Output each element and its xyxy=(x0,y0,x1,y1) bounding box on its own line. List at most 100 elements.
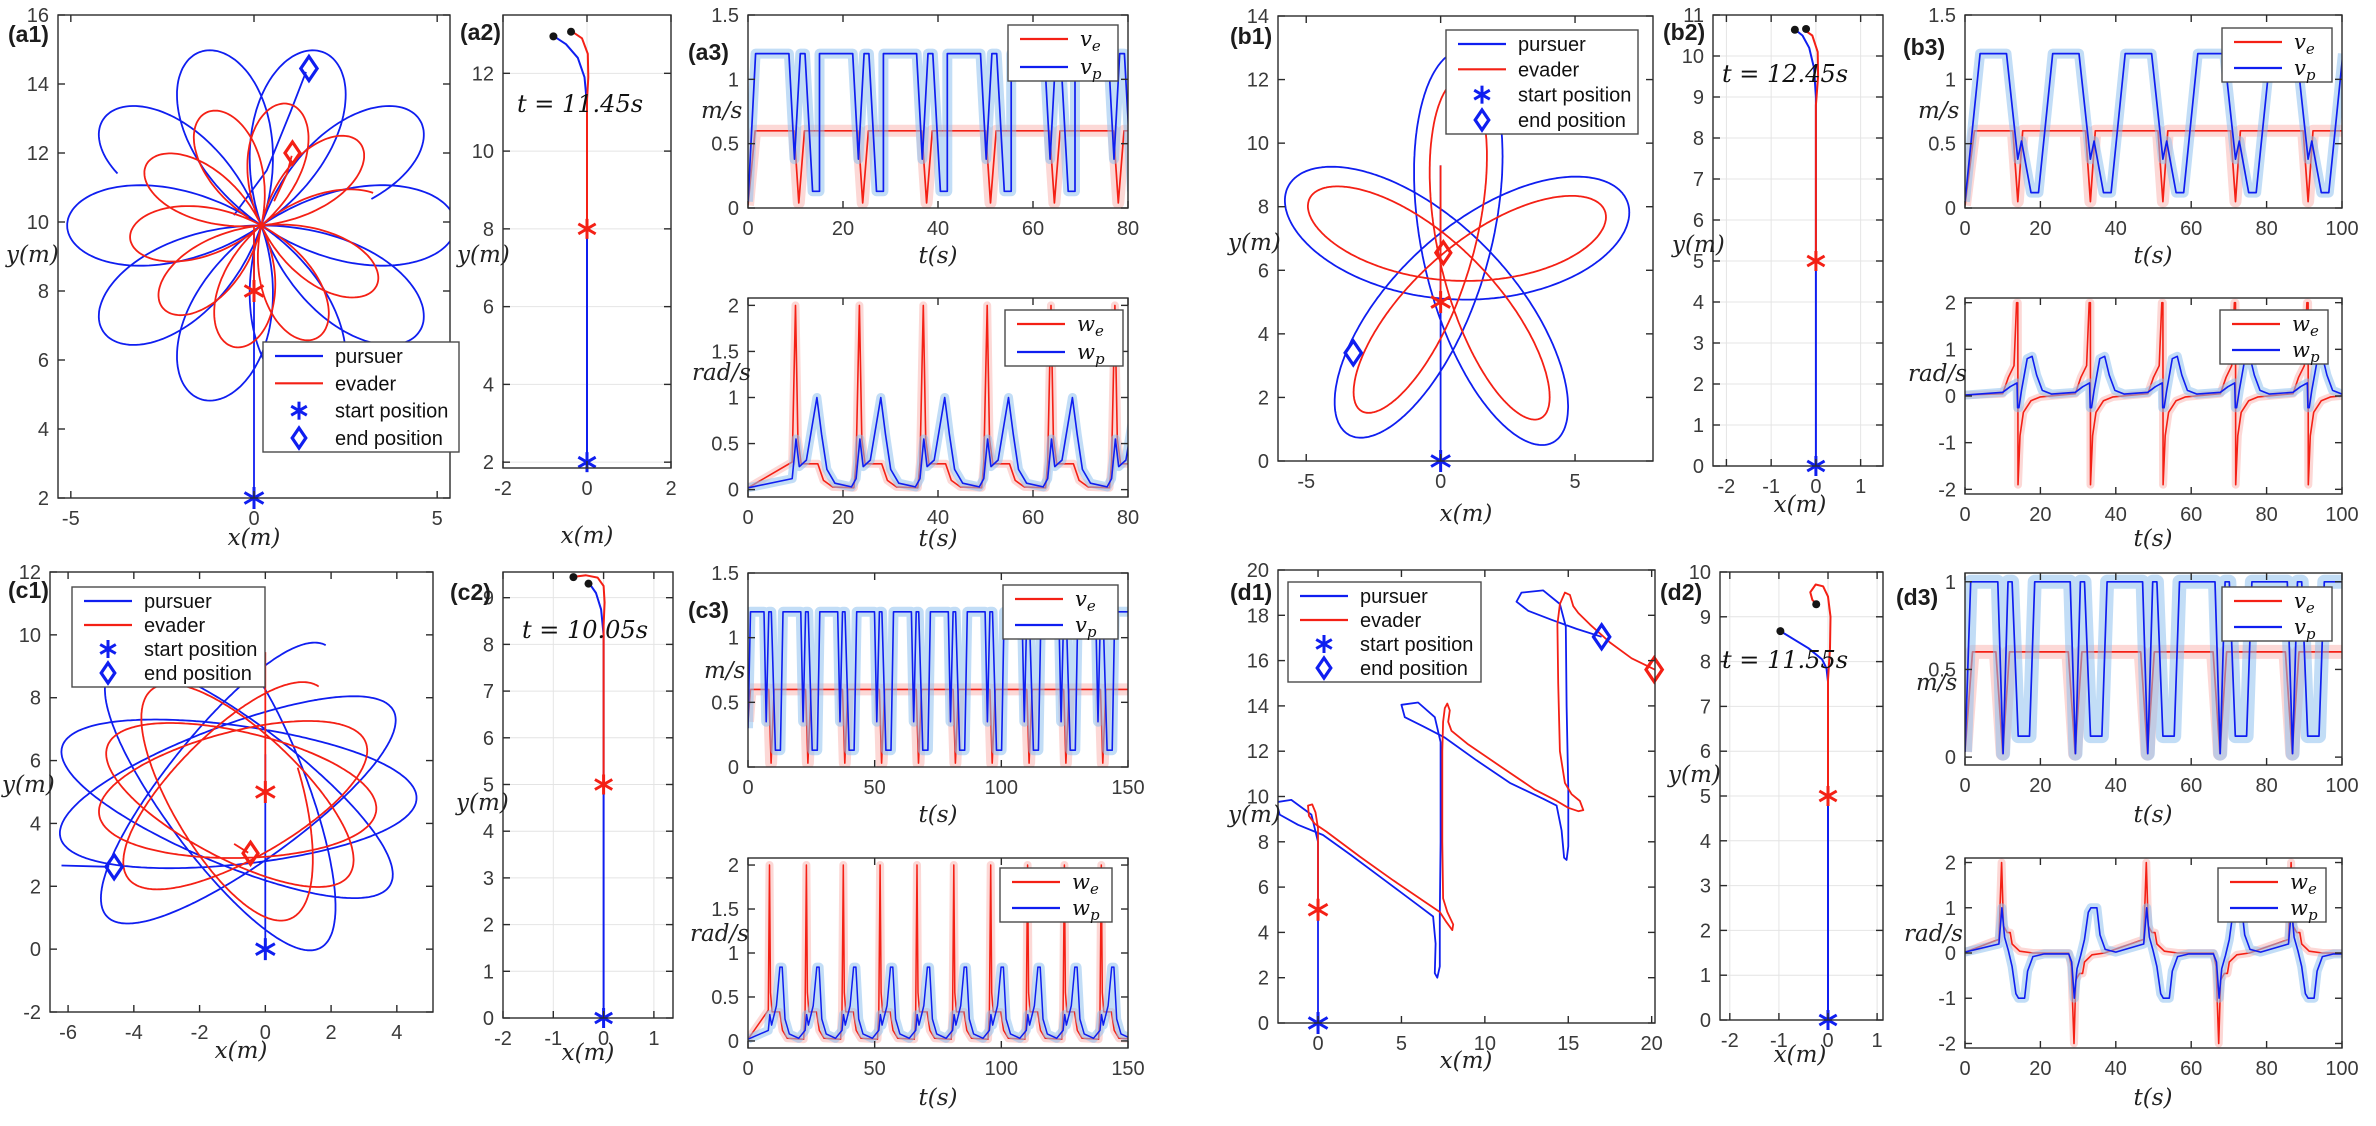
time-annotation: t = 11.45s xyxy=(517,90,643,118)
start-position-marker xyxy=(1806,251,1826,271)
legend-label: end position xyxy=(144,663,252,685)
y-tick-label: 8 xyxy=(38,281,49,303)
legend-diamond-swatch xyxy=(1315,655,1333,681)
x-tick-label: 150 xyxy=(1111,777,1144,799)
x-tick-label: 0 xyxy=(742,777,753,799)
y-tick-label: 10 xyxy=(1247,133,1269,155)
asterisk-arm xyxy=(255,942,276,956)
y-tick-label: 16 xyxy=(1247,651,1269,673)
y-axis-label: y(m) xyxy=(1671,232,1725,258)
series-evader xyxy=(1809,583,1832,796)
y-tick-label: 7 xyxy=(483,681,494,703)
x-tick-label: 60 xyxy=(1022,507,1044,529)
y-tick-label: 1 xyxy=(1700,965,1711,987)
asterisk-arm xyxy=(1430,295,1451,309)
x-tick-label: 20 xyxy=(2029,1058,2051,1080)
y-tick-label: 8 xyxy=(1258,197,1269,219)
x-tick-label: 0 xyxy=(1435,471,1446,493)
y-axis-label: y(m) xyxy=(455,790,509,816)
y-tick-label: -2 xyxy=(23,1002,41,1024)
legend-diamond-swatch xyxy=(290,425,308,451)
y-tick-label: 1 xyxy=(728,943,739,965)
ticks: -2 0 2 2 4 6 8 10 12 xyxy=(472,15,677,500)
x-tick-label: 100 xyxy=(2325,218,2358,240)
x-axis-label: t(s) xyxy=(919,526,958,552)
legend-item: start position xyxy=(290,401,448,423)
axes-box xyxy=(502,571,674,1019)
legend-item: start position xyxy=(99,639,257,661)
x-axis-label: t(s) xyxy=(919,802,958,828)
series-group xyxy=(1965,574,2342,761)
y-tick-label: 1 xyxy=(728,69,739,91)
legend-box xyxy=(999,867,1113,923)
asterisk-arm xyxy=(594,778,614,791)
x-tick-label: 80 xyxy=(2255,775,2277,797)
legend-item: end position xyxy=(1473,107,1626,133)
x-tick-label: 0 xyxy=(1822,1030,1833,1052)
legend-box xyxy=(2221,586,2333,642)
y-tick-label: 10 xyxy=(472,141,494,163)
x-tick-label: 80 xyxy=(1117,507,1139,529)
y-tick-label: 7 xyxy=(1693,169,1704,191)
y-tick-label: 0 xyxy=(1700,1010,1711,1032)
series-group xyxy=(1278,589,1655,1023)
asterisk-arm xyxy=(1315,638,1333,650)
y-tick-label: 9 xyxy=(483,588,494,610)
series-evader xyxy=(574,574,606,785)
robot-tip-dot xyxy=(1790,25,1799,34)
y-tick-label: 1 xyxy=(1945,339,1956,361)
asterisk-arm xyxy=(243,284,265,298)
axes-background xyxy=(1713,15,1883,466)
asterisk-arm xyxy=(1307,902,1329,917)
robot-tip-dot xyxy=(549,32,558,41)
y-tick-label: 3 xyxy=(1700,876,1711,898)
y-tick-label: 0 xyxy=(728,480,739,502)
ticks: -5 0 5 2 4 6 8 10 12 14 16 xyxy=(27,5,450,530)
y-tick-label: 14 xyxy=(27,74,49,96)
y-tick-label: 0.5 xyxy=(1928,659,1956,681)
x-tick-label: 40 xyxy=(927,218,949,240)
asterisk-arm xyxy=(1818,789,1838,803)
y-tick-label: 11 xyxy=(1683,5,1704,27)
y-tick-label: 6 xyxy=(38,350,49,372)
x-tick-label: 80 xyxy=(2255,504,2277,526)
y-tick-label: 0.5 xyxy=(711,134,739,156)
y-tick-label: 10 xyxy=(19,625,41,647)
legend-label: start position xyxy=(1360,634,1473,656)
y-tick-label: 6 xyxy=(483,297,494,319)
x-axis-label: x(m) xyxy=(1774,1042,1827,1068)
x-tick-label: 40 xyxy=(927,507,949,529)
series-evader xyxy=(571,30,590,229)
start-position-marker xyxy=(243,280,265,302)
x-tick-label: 50 xyxy=(864,1058,886,1080)
legend-item: wp xyxy=(1012,896,1100,924)
x-tick-label: 0 xyxy=(1959,775,1970,797)
x-tick-label: 60 xyxy=(2180,1058,2202,1080)
y-tick-label: 2 xyxy=(1693,374,1704,396)
x-tick-label: 60 xyxy=(1022,218,1044,240)
y-axis-label: y(m) xyxy=(456,242,510,268)
x-tick-label: -4 xyxy=(125,1022,143,1044)
legend-box xyxy=(1007,24,1119,82)
series-evader xyxy=(1804,29,1820,261)
legend-asterisk-swatch xyxy=(290,401,308,420)
y-tick-label: 1.5 xyxy=(711,341,739,363)
x-tick-label: 50 xyxy=(864,777,886,799)
y-tick-label: 0 xyxy=(728,198,739,220)
y-tick-label: 7 xyxy=(1700,696,1711,718)
y-tick-label: 4 xyxy=(30,813,41,835)
x-tick-label: 2 xyxy=(326,1022,337,1044)
x-tick-label: -1 xyxy=(1762,476,1780,498)
robot-tip-dot xyxy=(1776,627,1785,636)
y-tick-label: 12 xyxy=(1247,741,1269,763)
